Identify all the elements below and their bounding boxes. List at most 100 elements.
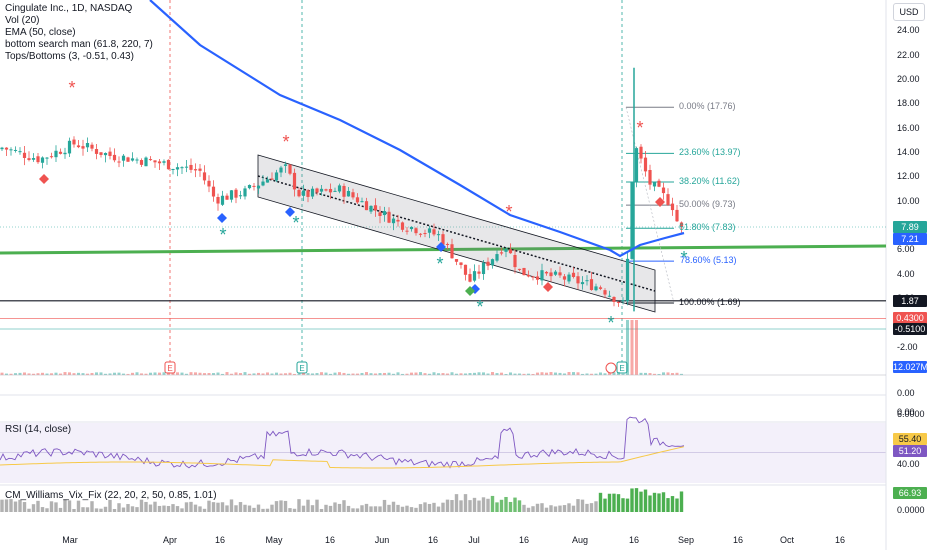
indicator-vol[interactable]: Vol (20)	[5, 15, 40, 26]
signal-diamond-0	[217, 213, 227, 223]
star-marker-2: *	[505, 202, 512, 222]
volume-bar	[135, 372, 139, 375]
vix-bar	[274, 501, 279, 512]
candle-body	[9, 149, 13, 151]
star-marker-3: *	[636, 118, 643, 138]
fib-label-3: 50.00% (9.73)	[679, 199, 736, 210]
rsi-tag: 55.40	[893, 433, 927, 445]
candle-body	[463, 264, 468, 275]
candle-body	[81, 146, 85, 149]
vix-bar	[310, 505, 315, 512]
candle-body	[252, 185, 256, 187]
y-tick-label: 20.00	[897, 73, 920, 84]
vix-bar	[468, 500, 472, 512]
candle-body	[162, 161, 166, 163]
volume-bar	[86, 373, 89, 375]
candle-body	[544, 271, 549, 274]
vix-bar	[508, 501, 513, 512]
vix-bar	[657, 493, 661, 512]
candle-body	[256, 185, 261, 189]
volume-bar	[599, 372, 602, 375]
candle-body	[472, 271, 477, 281]
volume-bar	[617, 372, 620, 375]
vix-bar	[544, 507, 549, 512]
vix-bar	[639, 491, 643, 512]
vix-bar	[220, 502, 225, 512]
candle-body	[450, 244, 454, 259]
volume-bar	[639, 372, 643, 375]
volume-bar	[644, 372, 647, 375]
candle-body	[531, 276, 535, 278]
volume-bar	[626, 320, 629, 375]
volume-bar	[401, 373, 404, 375]
vix-bar	[31, 504, 36, 512]
indicator-ema[interactable]: EMA (50, close)	[5, 27, 76, 38]
indicator-bottom-search[interactable]: bottom search man (61.8, 220, 7)	[5, 39, 153, 50]
volume-bar	[212, 373, 215, 375]
vix-bar	[252, 507, 256, 512]
rsi-legend[interactable]: RSI (14, close)	[5, 424, 72, 435]
vix-bar	[666, 498, 670, 512]
volume-bar	[419, 372, 422, 375]
vix-bar	[45, 508, 49, 512]
vix-bar	[153, 501, 157, 512]
candle-body	[225, 195, 229, 200]
last-price-tag: 7.89	[893, 221, 927, 233]
volume-bar	[81, 373, 85, 375]
volume-bar	[428, 373, 431, 375]
y-tick-label: 18.00	[897, 98, 920, 109]
vix-bar	[4, 499, 9, 512]
candle-body	[355, 197, 360, 203]
volume-bar	[162, 372, 166, 375]
vix-bar	[535, 503, 540, 512]
vix-bar	[414, 507, 418, 512]
y-tick-label: 16.00	[897, 122, 920, 133]
candle-body	[67, 140, 72, 154]
vix-bar	[198, 506, 202, 512]
volume-bar	[653, 373, 656, 375]
volume-bar	[50, 373, 53, 375]
currency-button[interactable]: USD	[893, 3, 925, 21]
x-tick-label: Aug	[571, 535, 589, 545]
volume-bar	[585, 373, 589, 375]
y-tick-label: 10.00	[897, 195, 920, 206]
candle-body	[661, 187, 666, 194]
volume-bar	[374, 373, 377, 375]
candle-body	[486, 261, 490, 266]
vix-bar	[265, 508, 270, 512]
vix-bar	[40, 507, 45, 512]
volume-bar	[437, 373, 440, 375]
vix-bar	[432, 502, 436, 512]
rsi-axis-top: 6.0000	[897, 409, 925, 419]
signal-diamond-2	[436, 242, 446, 252]
vix-bar	[139, 499, 144, 512]
volume-bar	[225, 372, 229, 375]
volume-bar	[392, 373, 395, 375]
candle-body	[211, 186, 216, 197]
vix-legend[interactable]: CM_Williams_Vix_Fix (22, 20, 2, 50, 0.85…	[5, 490, 217, 501]
candle-body	[630, 182, 634, 259]
vix-bar	[175, 506, 180, 512]
y-tick-label: 6.00	[897, 244, 915, 255]
candle-body	[153, 160, 157, 163]
candle-body	[297, 189, 301, 197]
volume-bar	[509, 372, 512, 375]
indicator-tops-bottoms[interactable]: Tops/Bottoms (3, -0.51, 0.43)	[5, 51, 134, 62]
volume-bar	[486, 373, 490, 375]
y-tick-label: 4.00	[897, 268, 915, 279]
volume-bar	[342, 372, 346, 375]
volume-bar	[9, 373, 13, 375]
volume-bar	[270, 373, 274, 375]
volume-bar	[167, 372, 170, 375]
vix-bar	[319, 508, 324, 512]
y-tick-label: -2.00	[897, 341, 918, 352]
candle-body	[175, 167, 180, 170]
vix-bar	[81, 507, 85, 512]
candle-body	[607, 295, 612, 297]
volume-bar	[446, 373, 449, 375]
x-tick-label: Jun	[374, 535, 390, 545]
ema-price-tag: 7.21	[893, 233, 927, 245]
candle-body	[387, 211, 391, 223]
volume-bar	[630, 320, 634, 375]
